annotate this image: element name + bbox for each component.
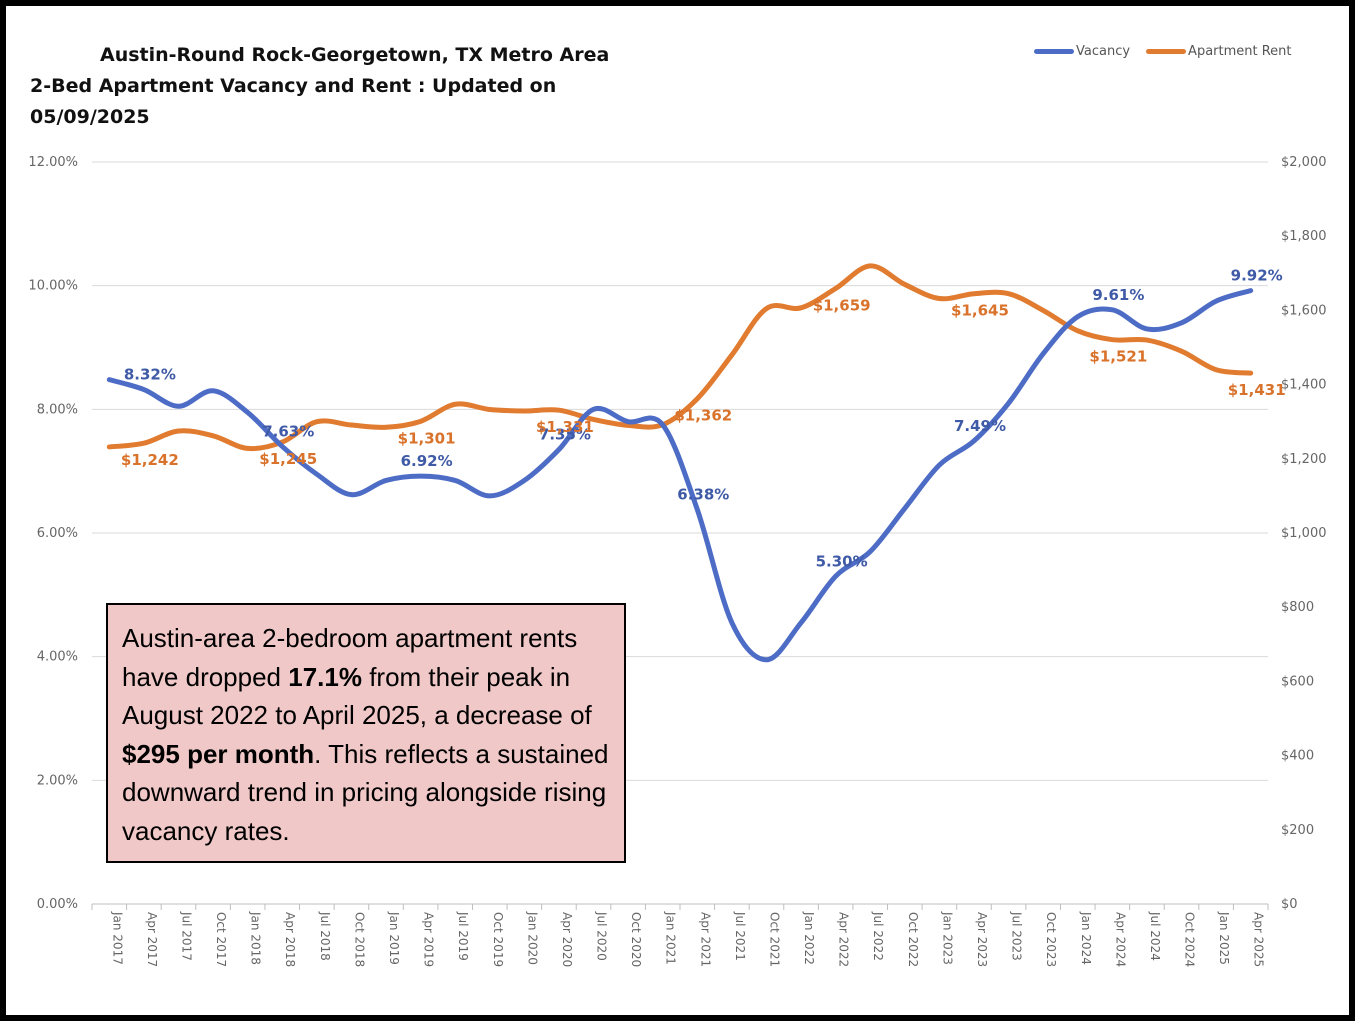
legend-item-rent: Apartment Rent <box>1146 44 1292 59</box>
rent-data-label: $1,331 <box>536 418 594 436</box>
x-tick-label: Apr 2025 <box>1252 912 1266 967</box>
y-right-tick-label: $400 <box>1281 749 1314 764</box>
rent-data-label: $1,521 <box>1089 348 1147 366</box>
y-right-tick-label: $1,600 <box>1281 303 1327 318</box>
x-tick-label: Jul 2024 <box>1148 911 1162 961</box>
vacancy-data-label: 7.35% <box>539 426 591 444</box>
x-tick-label: Jan 2023 <box>940 911 954 965</box>
y-right-tick-label: $1,800 <box>1281 229 1327 244</box>
x-tick-label: Jan 2021 <box>664 911 678 965</box>
legend-item-vacancy: Vacancy <box>1034 44 1130 59</box>
chart-title: Austin-Round Rock-Georgetown, TX Metro A… <box>30 40 670 133</box>
vacancy-data-label: 6.38% <box>677 486 729 504</box>
x-tick-label: Apr 2019 <box>422 912 436 967</box>
x-tick-label: Jan 2017 <box>110 911 124 965</box>
series-line-vacancy <box>106 288 1254 663</box>
x-tick-label: Jul 2022 <box>871 911 885 961</box>
y-left-tick-label: 6.00% <box>37 526 78 541</box>
y-left-tick-label: 8.00% <box>37 402 78 417</box>
x-tick-label: Oct 2021 <box>767 912 781 967</box>
callout-text-2: from their peak in August 2022 to April … <box>122 661 592 731</box>
callout-text-1: Austin-area 2-bedroom apartment rents ha… <box>122 623 578 692</box>
y-right-tick-label: $200 <box>1281 823 1314 838</box>
callout-bold-amount: $295 per month <box>122 738 315 769</box>
x-tick-label: Jul 2018 <box>318 911 332 961</box>
vacancy-data-label: 9.61% <box>1092 286 1144 304</box>
legend-swatch-vacancy <box>1034 49 1074 54</box>
series-line-apartment-rent <box>106 263 1254 452</box>
y-right-tick-label: $600 <box>1281 674 1314 689</box>
chart-title-line1: Austin-Round Rock-Georgetown, TX Metro A… <box>100 44 610 66</box>
rent-data-label: $1,242 <box>121 451 179 469</box>
callout-bold-percent: 17.1% <box>288 661 362 692</box>
vacancy-data-label: 6.92% <box>401 452 453 470</box>
x-tick-label: Oct 2024 <box>1183 912 1197 967</box>
x-tick-label: Jan 2020 <box>525 911 539 965</box>
y-right-tick-label: $0 <box>1281 897 1298 912</box>
rent-data-label: $1,245 <box>259 450 317 468</box>
annotation-callout: Austin-area 2-bedroom apartment rents ha… <box>106 603 626 863</box>
rent-data-label: $1,301 <box>398 429 456 447</box>
y-right-tick-label: $1,400 <box>1281 378 1327 393</box>
y-right-tick-label: $1,200 <box>1281 452 1327 467</box>
y-left-tick-label: 10.00% <box>28 279 78 294</box>
y-left-tick-label: 12.00% <box>28 155 78 170</box>
chart-title-line2: 2-Bed Apartment Vacancy and Rent : Updat… <box>30 75 557 128</box>
rent-data-label: $1,659 <box>813 297 871 315</box>
x-tick-label: Apr 2018 <box>283 912 297 967</box>
x-tick-label: Apr 2021 <box>698 912 712 967</box>
x-tick-label: Jan 2024 <box>1079 911 1093 965</box>
x-tick-label: Jul 2017 <box>179 911 193 961</box>
x-tick-label: Jan 2022 <box>802 911 816 965</box>
y-left-tick-label: 4.00% <box>37 650 78 665</box>
x-tick-label: Jul 2020 <box>595 911 609 961</box>
x-tick-label: Jan 2019 <box>387 911 401 965</box>
x-tick-label: Oct 2019 <box>491 912 505 967</box>
x-tick-label: Apr 2023 <box>975 912 989 967</box>
vacancy-data-label: 7.49% <box>954 417 1006 435</box>
x-tick-label: Apr 2020 <box>560 912 574 967</box>
x-tick-label: Jan 2025 <box>1217 911 1231 965</box>
x-tick-label: Jul 2021 <box>733 911 747 961</box>
y-right-tick-label: $2,000 <box>1281 155 1327 170</box>
vacancy-data-label: 9.92% <box>1231 267 1283 285</box>
legend-label-vacancy: Vacancy <box>1076 44 1131 59</box>
y-right-tick-label: $1,000 <box>1281 526 1327 541</box>
chart-legend: Vacancy Apartment Rent <box>1034 44 1334 59</box>
rent-data-label: $1,645 <box>951 302 1009 320</box>
x-tick-label: Apr 2024 <box>1113 912 1127 967</box>
x-tick-label: Oct 2017 <box>214 912 228 967</box>
vacancy-data-label: 8.32% <box>124 366 176 384</box>
legend-swatch-rent <box>1146 49 1187 54</box>
vacancy-data-label: 7.63% <box>262 422 314 440</box>
x-tick-label: Oct 2023 <box>1044 912 1058 967</box>
x-tick-label: Oct 2020 <box>629 912 643 967</box>
x-tick-label: Jul 2023 <box>1010 911 1024 961</box>
y-right-tick-label: $800 <box>1281 600 1314 615</box>
x-tick-label: Oct 2022 <box>906 912 920 967</box>
y-left-tick-label: 0.00% <box>37 897 78 912</box>
rent-data-label: $1,362 <box>674 407 732 425</box>
callout-text-3: . This reflects a sustained downward tre… <box>122 738 609 846</box>
x-tick-label: Oct 2018 <box>352 912 366 967</box>
x-tick-label: Jan 2018 <box>249 911 263 965</box>
vacancy-data-label: 5.30% <box>816 552 868 570</box>
rent-data-label: $1,431 <box>1228 381 1286 399</box>
x-tick-label: Jul 2019 <box>456 911 470 961</box>
y-left-tick-label: 2.00% <box>37 773 78 788</box>
x-tick-label: Apr 2017 <box>145 912 159 967</box>
legend-label-rent: Apartment Rent <box>1188 44 1292 59</box>
x-tick-label: Apr 2022 <box>837 912 851 967</box>
